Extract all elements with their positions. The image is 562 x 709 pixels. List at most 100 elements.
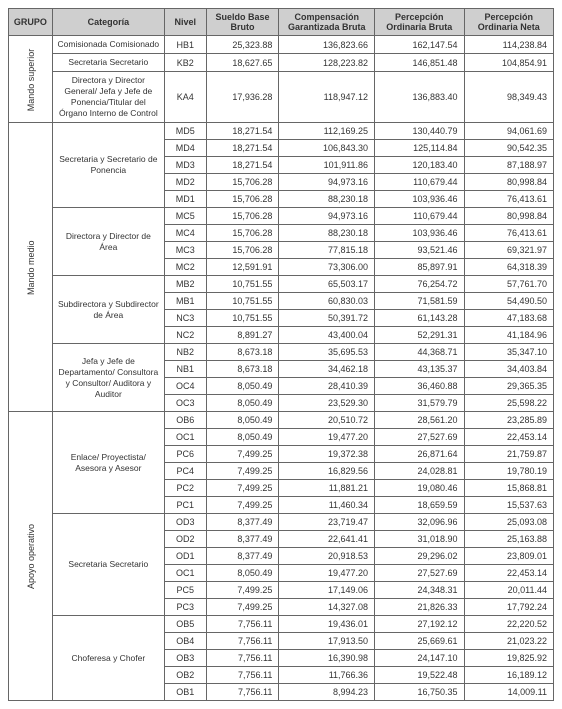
percepcion-bruta-cell: 43,135.37 (375, 361, 464, 378)
nivel-cell: OB5 (165, 616, 207, 633)
percepcion-neta-cell: 94,061.69 (464, 123, 554, 140)
percepcion-neta-cell: 17,792.24 (464, 599, 554, 616)
nivel-cell: OC1 (165, 565, 207, 582)
sueldo-cell: 18,271.54 (206, 123, 279, 140)
grupo-cell: Mando medio (9, 123, 53, 412)
compensacion-cell: 34,462.18 (279, 361, 375, 378)
nivel-cell: PC2 (165, 480, 207, 497)
grupo-cell: Mando superior (9, 36, 53, 123)
percepcion-bruta-cell: 52,291.31 (375, 327, 464, 344)
nivel-cell: MB1 (165, 293, 207, 310)
nivel-cell: OC1 (165, 429, 207, 446)
compensacion-cell: 35,695.53 (279, 344, 375, 361)
percepcion-neta-cell: 29,365.35 (464, 378, 554, 395)
percepcion-bruta-cell: 120,183.40 (375, 157, 464, 174)
compensacion-cell: 73,306.00 (279, 259, 375, 276)
percepcion-bruta-cell: 36,460.88 (375, 378, 464, 395)
sueldo-cell: 10,751.55 (206, 310, 279, 327)
nivel-cell: OB2 (165, 667, 207, 684)
sueldo-cell: 17,936.28 (206, 72, 279, 123)
percepcion-neta-cell: 22,453.14 (464, 565, 554, 582)
sueldo-cell: 18,271.54 (206, 140, 279, 157)
compensacion-cell: 11,766.36 (279, 667, 375, 684)
nivel-cell: PC3 (165, 599, 207, 616)
col-grupo: GRUPO (9, 9, 53, 36)
nivel-cell: MC5 (165, 208, 207, 225)
percepcion-neta-cell: 16,189.12 (464, 667, 554, 684)
compensacion-cell: 88,230.18 (279, 225, 375, 242)
categoria-cell: Comisionada Comisionado (52, 36, 164, 54)
percepcion-bruta-cell: 110,679.44 (375, 208, 464, 225)
percepcion-bruta-cell: 103,936.46 (375, 191, 464, 208)
table-row: Directora y Director de ÁreaMC515,706.28… (9, 208, 554, 225)
percepcion-bruta-cell: 16,750.35 (375, 684, 464, 701)
sueldo-cell: 12,591.91 (206, 259, 279, 276)
nivel-cell: MC3 (165, 242, 207, 259)
sueldo-cell: 7,756.11 (206, 684, 279, 701)
compensacion-cell: 20,510.72 (279, 412, 375, 429)
percepcion-neta-cell: 80,998.84 (464, 208, 554, 225)
categoria-cell: Directora y Director General/ Jefa y Jef… (52, 72, 164, 123)
nivel-cell: NC2 (165, 327, 207, 344)
compensacion-cell: 60,830.03 (279, 293, 375, 310)
sueldo-cell: 8,673.18 (206, 344, 279, 361)
percepcion-bruta-cell: 162,147.54 (375, 36, 464, 54)
sueldo-cell: 7,756.11 (206, 667, 279, 684)
percepcion-neta-cell: 23,809.01 (464, 548, 554, 565)
sueldo-cell: 8,050.49 (206, 429, 279, 446)
nivel-cell: MD1 (165, 191, 207, 208)
compensacion-cell: 11,460.34 (279, 497, 375, 514)
header-row: GRUPO Categoría Nivel Sueldo Base Bruto … (9, 9, 554, 36)
sueldo-cell: 7,756.11 (206, 633, 279, 650)
nivel-cell: MD5 (165, 123, 207, 140)
nivel-cell: NB2 (165, 344, 207, 361)
percepcion-bruta-cell: 103,936.46 (375, 225, 464, 242)
col-compensacion: Compensación Garantizada Bruta (279, 9, 375, 36)
percepcion-neta-cell: 14,009.11 (464, 684, 554, 701)
sueldo-cell: 25,323.88 (206, 36, 279, 54)
compensacion-cell: 16,829.56 (279, 463, 375, 480)
percepcion-neta-cell: 76,413.61 (464, 191, 554, 208)
sueldo-cell: 8,377.49 (206, 514, 279, 531)
compensacion-cell: 50,391.72 (279, 310, 375, 327)
compensacion-cell: 94,973.16 (279, 208, 375, 225)
sueldo-cell: 8,050.49 (206, 412, 279, 429)
nivel-cell: MD4 (165, 140, 207, 157)
nivel-cell: PC6 (165, 446, 207, 463)
sueldo-cell: 8,377.49 (206, 531, 279, 548)
percepcion-neta-cell: 25,598.22 (464, 395, 554, 412)
sueldo-cell: 18,627.65 (206, 54, 279, 72)
percepcion-bruta-cell: 71,581.59 (375, 293, 464, 310)
percepcion-neta-cell: 22,453.14 (464, 429, 554, 446)
compensacion-cell: 17,149.06 (279, 582, 375, 599)
percepcion-neta-cell: 15,868.81 (464, 480, 554, 497)
percepcion-bruta-cell: 76,254.72 (375, 276, 464, 293)
table-row: Directora y Director General/ Jefa y Jef… (9, 72, 554, 123)
percepcion-neta-cell: 57,761.70 (464, 276, 554, 293)
percepcion-bruta-cell: 24,147.10 (375, 650, 464, 667)
sueldo-cell: 7,499.25 (206, 446, 279, 463)
percepcion-neta-cell: 21,023.22 (464, 633, 554, 650)
percepcion-neta-cell: 35,347.10 (464, 344, 554, 361)
percepcion-neta-cell: 25,093.08 (464, 514, 554, 531)
compensacion-cell: 19,436.01 (279, 616, 375, 633)
nivel-cell: OC4 (165, 378, 207, 395)
percepcion-bruta-cell: 110,679.44 (375, 174, 464, 191)
col-nivel: Nivel (165, 9, 207, 36)
compensacion-cell: 19,477.20 (279, 429, 375, 446)
percepcion-bruta-cell: 19,080.46 (375, 480, 464, 497)
sueldo-cell: 7,756.11 (206, 616, 279, 633)
compensacion-cell: 106,843.30 (279, 140, 375, 157)
col-sueldo: Sueldo Base Bruto (206, 9, 279, 36)
percepcion-neta-cell: 98,349.43 (464, 72, 554, 123)
col-percepcion-bruta: Percepción Ordinaria Bruta (375, 9, 464, 36)
percepcion-neta-cell: 54,490.50 (464, 293, 554, 310)
percepcion-neta-cell: 15,537.63 (464, 497, 554, 514)
percepcion-neta-cell: 22,220.52 (464, 616, 554, 633)
percepcion-bruta-cell: 28,561.20 (375, 412, 464, 429)
percepcion-bruta-cell: 29,296.02 (375, 548, 464, 565)
nivel-cell: KB2 (165, 54, 207, 72)
percepcion-bruta-cell: 125,114.84 (375, 140, 464, 157)
col-percepcion-neta: Percepción Ordinaria Neta (464, 9, 554, 36)
categoria-cell: Jefa y Jefe de Departamento/ Consultora … (52, 344, 164, 412)
